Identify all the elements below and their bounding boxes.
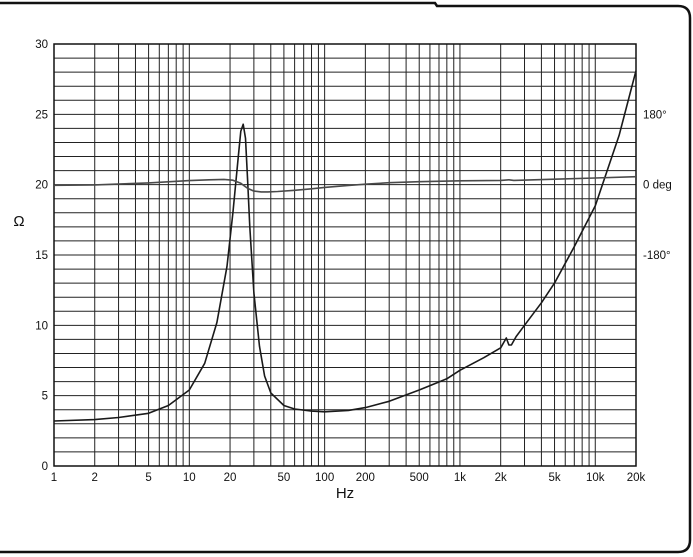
y-tick-label: 5 <box>42 391 48 403</box>
plot-area <box>53 70 637 422</box>
y-tick-label: 10 <box>35 320 48 332</box>
plot-border <box>53 43 637 467</box>
y-axis-ticks: 0 5 10 15 20 25 30 <box>35 39 48 473</box>
x-tick-label: 20k <box>627 472 646 484</box>
y-tick-label: 25 <box>35 109 48 121</box>
x-tick-label: 2 <box>92 472 98 484</box>
x-tick-label: 10k <box>586 472 605 484</box>
x-tick-label: 1k <box>454 472 466 484</box>
x-tick-label: 100 <box>315 472 334 484</box>
phase-curve <box>53 175 637 193</box>
x-tick-label: 1 <box>51 472 57 484</box>
x-tick-label: 50 <box>278 472 291 484</box>
y2-axis-ticks: 180° 0 deg -180° <box>643 109 672 262</box>
y-tick-label: 30 <box>35 39 48 51</box>
y2-tick-label: 0 deg <box>643 180 672 192</box>
x-tick-label: 200 <box>356 472 375 484</box>
y-axis-title: Ω <box>13 213 24 230</box>
y-tick-label: 15 <box>35 250 48 262</box>
y2-tick-label: 180° <box>643 109 667 121</box>
x-tick-label: 2k <box>495 472 507 484</box>
x-tick-label: 500 <box>410 472 429 484</box>
y-tick-label: 20 <box>35 180 48 192</box>
x-tick-label: 20 <box>224 472 237 484</box>
x-axis-ticks: 1 2 5 10 20 50 100 200 500 1k 2k 5k 10k 20k <box>51 472 646 484</box>
chart-grid <box>53 43 637 467</box>
y2-tick-label: -180° <box>643 250 671 262</box>
x-tick-label: 5 <box>145 472 151 484</box>
x-axis-title: Hz <box>336 485 354 502</box>
x-tick-label: 10 <box>183 472 196 484</box>
x-tick-label: 5k <box>548 472 560 484</box>
impedance-curve <box>53 70 637 422</box>
y-tick-label: 0 <box>42 461 48 473</box>
